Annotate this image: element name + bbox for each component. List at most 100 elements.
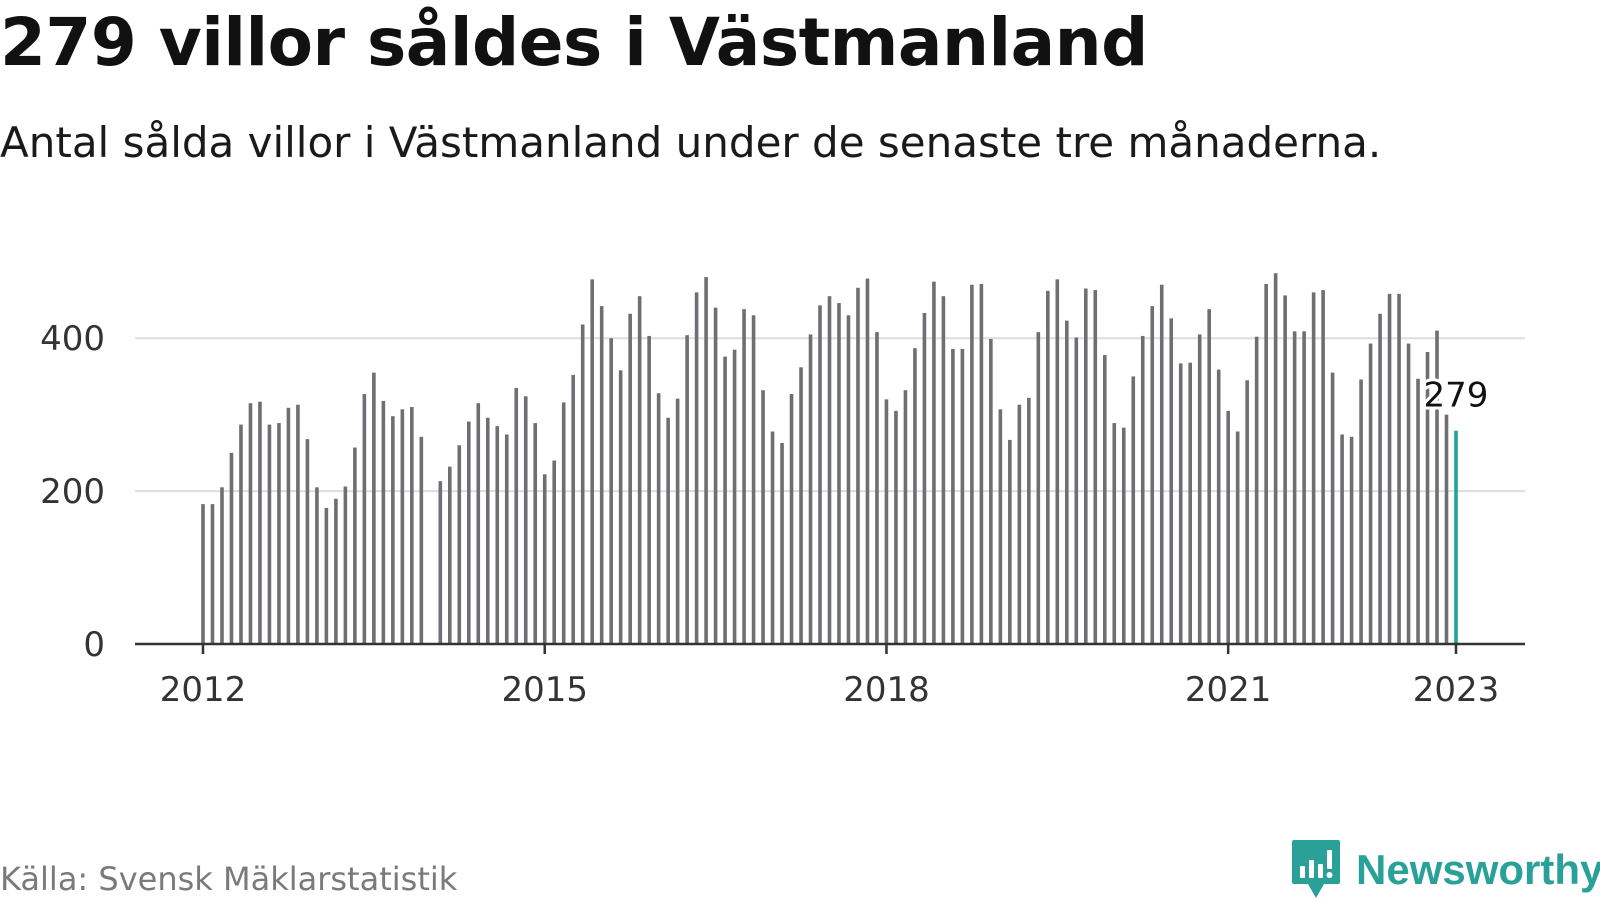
bar	[1083, 288, 1088, 644]
bar	[258, 401, 262, 644]
bar	[865, 278, 870, 644]
bar-highlight	[1454, 430, 1458, 644]
bar	[1197, 334, 1202, 644]
bar	[647, 335, 651, 644]
bar	[751, 315, 756, 644]
bar	[1140, 335, 1145, 644]
bar	[1330, 372, 1335, 644]
bar	[1302, 331, 1306, 644]
bar	[1359, 379, 1363, 644]
chart-subtitle: Antal sålda villor i Västmanland under d…	[0, 118, 1382, 167]
bar	[799, 367, 803, 644]
bar	[296, 404, 300, 644]
bar	[1150, 306, 1155, 644]
bar	[1245, 380, 1249, 644]
x-tick-label: 2023	[1413, 670, 1500, 710]
bar	[913, 348, 917, 644]
bar	[305, 439, 310, 644]
bar	[485, 417, 490, 644]
bar	[315, 487, 319, 644]
bar	[1444, 414, 1449, 644]
bar	[1378, 313, 1382, 644]
bar	[1311, 292, 1316, 644]
bar	[789, 394, 794, 644]
bar	[666, 417, 670, 644]
bar	[229, 452, 234, 644]
bar	[514, 387, 519, 644]
bar	[324, 507, 329, 644]
bar	[523, 396, 528, 644]
bar	[998, 409, 1003, 644]
bar	[694, 292, 699, 644]
bar	[827, 296, 832, 644]
bar	[476, 403, 481, 644]
x-tick-label: 2021	[1185, 670, 1272, 710]
bar	[922, 312, 927, 644]
bar	[448, 466, 452, 644]
bar	[723, 356, 727, 644]
bar	[466, 421, 471, 644]
bar	[609, 338, 613, 644]
brand-logo[interactable]: Newsworthy	[1290, 838, 1600, 902]
bar	[894, 410, 898, 644]
bar	[1008, 439, 1012, 644]
bar	[343, 486, 348, 644]
bar	[1349, 436, 1354, 644]
bar	[713, 307, 718, 644]
bar	[1397, 293, 1401, 644]
bar	[618, 370, 623, 644]
chart-title: 279 villor såldes i Västmanland	[0, 4, 1148, 81]
bar	[1093, 290, 1098, 644]
bar-chart: 0 200 400 2012 2015 2018 2021 2023 279	[40, 273, 1525, 710]
bar	[856, 287, 860, 644]
bar	[590, 279, 594, 644]
bar	[1254, 336, 1259, 644]
bar	[1027, 397, 1031, 644]
bar	[353, 447, 357, 644]
bar	[410, 407, 414, 644]
bar	[1216, 369, 1221, 644]
bar	[951, 348, 955, 644]
bar	[400, 409, 405, 644]
bar	[1292, 331, 1297, 644]
bar	[960, 348, 965, 644]
bar	[818, 305, 822, 644]
bar	[989, 338, 993, 644]
bar	[201, 504, 205, 644]
x-tick-label: 2012	[160, 670, 247, 710]
bar	[1416, 378, 1420, 644]
bar	[372, 372, 376, 644]
bar	[704, 277, 708, 644]
newsworthy-logo-icon	[1292, 840, 1340, 898]
bar	[334, 498, 338, 644]
bar	[932, 281, 936, 644]
bar	[742, 309, 746, 644]
bar	[837, 303, 841, 644]
y-tick-label: 200	[40, 472, 105, 512]
bar	[1121, 427, 1126, 644]
bar	[504, 434, 509, 644]
bar	[1074, 337, 1079, 644]
bar	[780, 442, 784, 644]
bar	[267, 424, 272, 644]
bar	[884, 399, 889, 644]
bar	[628, 313, 632, 644]
bar	[979, 283, 984, 644]
bar	[1036, 332, 1041, 644]
bar	[1273, 273, 1278, 644]
bar	[239, 424, 243, 644]
bar	[248, 403, 253, 644]
bar	[875, 332, 879, 644]
bar	[1226, 410, 1230, 644]
bar	[391, 416, 395, 644]
bar	[1178, 363, 1183, 644]
bar	[599, 306, 604, 644]
bar	[1046, 290, 1050, 644]
bar	[637, 296, 642, 644]
bar	[732, 349, 737, 644]
bar	[1435, 330, 1439, 644]
bar	[1017, 404, 1022, 644]
bar	[1065, 320, 1069, 644]
bar	[685, 335, 689, 644]
bar	[438, 481, 443, 644]
